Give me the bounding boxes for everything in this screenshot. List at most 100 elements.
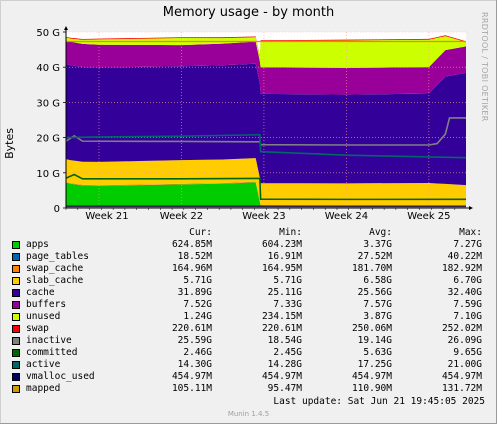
legend-value-min: 16.91M (267, 251, 302, 262)
legend-series-name: mapped (26, 383, 61, 394)
legend-series-name: vmalloc_used (26, 371, 95, 382)
legend-value-avg: 7.57G (363, 299, 392, 310)
legend-value-avg: 27.52M (357, 251, 392, 262)
legend-value-min: 234.15M (261, 311, 302, 322)
legend-table: Cur: Min: Avg: Max: apps 624.85M 604.23M 3.… (12, 227, 492, 395)
legend-value-min: 18.54G (267, 335, 302, 346)
legend-value-cur: 454.97M (171, 371, 212, 382)
legend-series-name: apps (26, 239, 49, 250)
y-tick-label: 30 G (36, 98, 60, 109)
legend-row-swap-cache: swap_cache 164.96M 164.95M 181.70M 182.92M (12, 263, 492, 275)
legend-value-avg: 17.25G (357, 359, 392, 370)
legend-row-committed: committed 2.46G 2.45G 5.63G 9.65G (12, 347, 492, 359)
legend-swatch (12, 349, 20, 357)
x-tick-label: Week 23 (242, 211, 285, 222)
legend-series-name: swap (26, 323, 49, 334)
x-tick-label: Week 24 (325, 211, 368, 222)
y-axis-arrow (64, 26, 68, 30)
legend-header-avg: Avg: (369, 227, 392, 238)
memory-chart: 0 10 G 20 G 30 G 40 G 50 G Week 21 Week 22 Week … (36, 26, 473, 222)
legend-row-mapped: mapped 105.11M 95.47M 110.90M 131.72M (12, 383, 492, 395)
legend-value-min: 95.47M (267, 383, 302, 394)
frame-border-top (0, 0, 497, 1)
legend-value-avg: 3.37G (363, 239, 392, 250)
line-active (65, 133, 467, 159)
legend-value-max: 21.00G (447, 359, 482, 370)
legend-value-max: 32.40G (447, 287, 482, 298)
legend-value-cur: 2.46G (183, 347, 212, 358)
legend-swatch (12, 289, 20, 297)
munin-version: Munin 1.4.5 (227, 410, 270, 418)
chart-title: Memory usage - by month (162, 5, 335, 20)
legend-swatch (12, 313, 20, 321)
legend-swatch (12, 373, 20, 381)
line-inactive (65, 117, 466, 146)
legend-swatch (12, 325, 20, 333)
legend-header: Cur: Min: Avg: Max: (12, 227, 492, 239)
legend-header-min: Min: (279, 227, 302, 238)
legend-row-unused: unused 1.24G 234.15M 3.87G 7.10G (12, 311, 492, 323)
legend-value-avg: 181.70M (351, 263, 392, 274)
legend-value-cur: 14.30G (177, 359, 212, 370)
legend-series-name: slab_cache (26, 275, 84, 286)
x-tick-label: Week 21 (85, 211, 128, 222)
legend-value-avg: 3.87G (363, 311, 392, 322)
legend-swatch (12, 253, 20, 261)
legend-value-avg: 110.90M (351, 383, 392, 394)
legend-row-active: active 14.30G 14.28G 17.25G 21.00G (12, 359, 492, 371)
legend-value-max: 26.09G (447, 335, 482, 346)
legend-swatch (12, 337, 20, 345)
legend-row-swap: swap 220.61M 220.61M 250.06M 252.02M (12, 323, 492, 335)
area-slab-cache (66, 158, 466, 206)
legend-row-page-tables: page_tables 18.52M 16.91M 27.52M 40.22M (12, 251, 492, 263)
legend-swatch (12, 265, 20, 273)
legend-value-cur: 164.96M (171, 263, 212, 274)
legend-header-cur: Cur: (189, 227, 212, 238)
legend-value-min: 2.45G (273, 347, 302, 358)
legend-value-max: 7.27G (453, 239, 482, 250)
legend-value-cur: 1.24G (183, 311, 212, 322)
legend-value-min: 25.11G (267, 287, 302, 298)
legend-series-name: cache (26, 287, 55, 298)
legend-value-min: 604.23M (261, 239, 302, 250)
x-tick-label: Week 22 (160, 211, 203, 222)
rrdtool-watermark: RRDTOOL / TOBI OETIKER (480, 12, 489, 122)
legend-rows: apps 624.85M 604.23M 3.37G 7.27G page_tables 1… (12, 239, 492, 395)
legend-swatch (12, 277, 20, 285)
legend-value-cur: 25.59G (177, 335, 212, 346)
legend-row-inactive: inactive 25.59G 18.54G 19.14G 26.09G (12, 335, 492, 347)
y-tick-label: 50 G (36, 28, 60, 39)
legend-series-name: unused (26, 311, 61, 322)
legend-value-min: 164.95M (261, 263, 302, 274)
legend-row-buffers: buffers 7.52G 7.33G 7.57G 7.59G (12, 299, 492, 311)
frame-border-left (0, 0, 1, 424)
legend-swatch (12, 361, 20, 369)
legend-series-name: inactive (26, 335, 72, 346)
legend-value-avg: 454.97M (351, 371, 392, 382)
area-unused (66, 36, 466, 68)
legend-value-min: 220.61M (261, 323, 302, 334)
legend-value-max: 7.10G (453, 311, 482, 322)
legend-value-min: 14.28G (267, 359, 302, 370)
y-tick-label: 0 (54, 204, 60, 215)
area-apps (66, 182, 466, 208)
legend-row-apps: apps 624.85M 604.23M 3.37G 7.27G (12, 239, 492, 251)
legend-series-name: swap_cache (26, 263, 84, 274)
legend-value-max: 40.22M (447, 251, 482, 262)
legend-value-min: 7.33G (273, 299, 302, 310)
legend-value-cur: 105.11M (171, 383, 212, 394)
legend-swatch (12, 241, 20, 249)
legend-value-cur: 5.71G (183, 275, 212, 286)
legend-swatch (12, 301, 20, 309)
legend-series-name: buffers (26, 299, 67, 310)
legend-row-slab-cache: slab_cache 5.71G 5.71G 6.58G 6.70G (12, 275, 492, 287)
legend-series-name: page_tables (26, 251, 89, 262)
legend-value-cur: 31.89G (177, 287, 212, 298)
legend-swatch (12, 385, 20, 393)
legend-value-cur: 7.52G (183, 299, 212, 310)
legend-series-name: active (26, 359, 61, 370)
legend-value-cur: 624.85M (171, 239, 212, 250)
legend-value-min: 5.71G (273, 275, 302, 286)
x-axis-arrow (469, 206, 473, 210)
